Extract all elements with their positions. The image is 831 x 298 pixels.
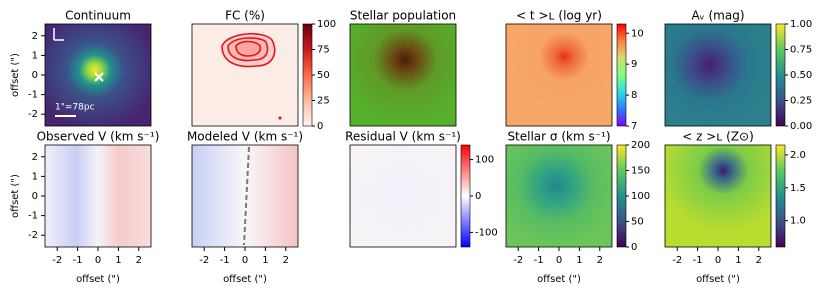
colorbar-tick-label: 2.0 [790,150,806,161]
y-tick-label: 0 [32,191,38,202]
colorbar-tick-label: 1.0 [790,216,806,227]
frame [349,23,457,127]
colorbar-tick-label: 0 [631,242,637,253]
x-tick-label: 2 [756,255,762,266]
x-tick-label: 0 [95,255,101,266]
y-tick-label: -1 [28,211,38,222]
image [665,24,771,126]
image [506,24,612,126]
colorbar [460,144,471,248]
image [45,145,151,247]
x-tick-label: 2 [136,255,142,266]
x-tick-label: -1 [73,255,83,266]
colorbar-tick-label: 100 [317,19,336,30]
y-tick-label: -2 [28,109,38,120]
x-axis-label: offset (") [696,274,740,285]
x-tick-label: -1 [534,255,544,266]
x-tick-label: -2 [199,255,209,266]
colorbar-tick-label: 0.50 [790,70,812,81]
colorbar [775,23,786,127]
frame [505,23,613,127]
colorbar-tick-label: 200 [631,140,650,151]
panel-title: Observed V (km s⁻¹) [37,130,160,144]
panel-title: Stellar σ (km s⁻¹) [507,130,610,144]
colorbar-tick-label: 9 [631,59,637,70]
y-axis-label: offset (") [10,174,21,218]
colorbar-tick-label: 0.25 [790,96,812,107]
colorbar-tick-label: 10 [631,28,644,39]
frame [191,23,299,127]
x-tick-label: 0 [242,255,248,266]
colorbar-tick-label: 0 [317,121,323,132]
colorbar-tick-label: 7 [631,121,637,132]
contour [235,40,262,57]
image [506,145,612,247]
colorbar-tick-label: 75 [317,45,330,56]
kinematic-axis [243,146,250,246]
scale-label: 1"=78pc [55,103,95,113]
panel-title: Aᵥ (mag) [691,9,744,23]
panel-title: < t >ʟ (log yr) [516,9,602,23]
x-tick-label: 1 [576,255,582,266]
panel-title: Modeled V (km s⁻¹) [187,130,303,144]
colorbar [616,144,627,248]
image [665,145,771,247]
colorbar-tick-label: -100 [475,227,498,238]
x-tick-label: 1 [262,255,268,266]
spot [278,116,282,120]
panel-title: < z >ʟ (Z⊙) [682,130,754,144]
frame [349,144,457,248]
colorbar-tick-label: 0.00 [790,121,812,132]
x-tick-label: -1 [693,255,703,266]
x-axis-label: offset (") [76,274,120,285]
y-axis-label: offset (") [10,53,21,97]
y-tick-label: 1 [32,171,38,182]
x-tick-label: -2 [513,255,523,266]
x-tick-label: 1 [735,255,741,266]
colorbar [616,23,627,127]
colorbar-tick-label: 1.00 [790,19,812,30]
colorbar-tick-label: 100 [475,155,494,166]
colorbar-tick-label: 50 [631,217,644,228]
center-cross [94,72,104,82]
colorbar-tick-label: 100 [631,191,650,202]
north-east-arrows [53,28,64,41]
image [350,145,456,247]
colorbar-tick-label: 50 [317,70,330,81]
x-axis-label: offset (") [537,274,581,285]
panel-title: Stellar population [350,9,456,23]
panel-title: Continuum [65,9,131,23]
x-tick-label: 2 [597,255,603,266]
x-tick-label: -1 [220,255,230,266]
x-tick-label: 2 [283,255,289,266]
y-tick-label: 2 [32,31,38,42]
y-tick-label: 2 [32,152,38,163]
y-tick-label: -1 [28,90,38,101]
x-tick-label: 0 [556,255,562,266]
x-tick-label: 0 [715,255,721,266]
colorbar [302,23,313,127]
image [350,24,456,126]
y-tick-label: 1 [32,50,38,61]
colorbar-tick-label: 1.5 [790,183,806,194]
x-axis-label: offset (") [223,274,267,285]
panel-title: FC (%) [225,9,265,23]
frame [664,23,772,127]
colorbar-tick-label: 25 [317,96,330,107]
y-tick-label: -2 [28,230,38,241]
colorbar-tick-label: 0 [475,191,481,202]
colorbar [775,144,786,248]
colorbar-tick-label: 0.75 [790,45,812,56]
x-tick-label: -2 [672,255,682,266]
x-tick-label: -2 [52,255,62,266]
x-tick-label: 1 [115,255,121,266]
colorbar-tick-label: 150 [631,166,650,177]
panel-title: Residual V (km s⁻¹) [345,130,461,144]
y-tick-label: 0 [32,70,38,81]
colorbar-tick-label: 8 [631,90,637,101]
